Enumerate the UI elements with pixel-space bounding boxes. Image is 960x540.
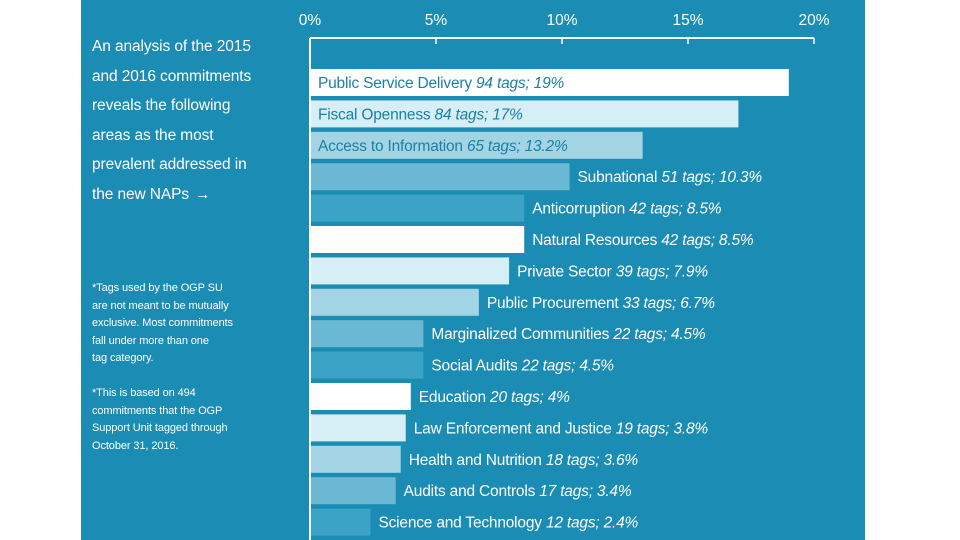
- category-label: Fiscal Openness: [318, 106, 435, 123]
- value-label: 22 tags; 4.5%: [612, 326, 706, 343]
- footnote-tags: *Tags used by the OGP SU are not meant t…: [92, 280, 292, 368]
- value-label: 12 tags; 2.4%: [546, 515, 639, 532]
- bar: [311, 288, 479, 316]
- value-label: 18 tags; 3.6%: [546, 452, 639, 469]
- bar-label: Audits and Controls 17 tags; 3.4%: [404, 483, 632, 500]
- bar: [311, 257, 510, 285]
- bar: [311, 414, 406, 442]
- footnote-line: tag category.: [92, 352, 154, 364]
- category-label: Subnational: [578, 169, 662, 186]
- value-label: 84 tags; 17%: [435, 106, 523, 123]
- bar: [311, 163, 570, 191]
- footnote-line: *Tags used by the OGP SU: [92, 282, 223, 294]
- value-label: 17 tags; 3.4%: [539, 483, 632, 500]
- bar-label: Fiscal Openness 84 tags; 17%: [318, 106, 523, 123]
- bar: [311, 351, 424, 379]
- x-tick-label: 5%: [425, 12, 448, 29]
- value-label: 33 tags; 6.7%: [623, 295, 716, 312]
- footnote-line: commitments that the OGP: [92, 404, 223, 417]
- category-label: Access to Information: [318, 138, 467, 155]
- bar: [311, 383, 411, 410]
- category-label: Public Service Delivery: [318, 75, 476, 92]
- category-label: Private Sector: [517, 263, 616, 280]
- category-label: Audits and Controls: [404, 483, 540, 500]
- category-label: Health and Nutrition: [409, 452, 546, 469]
- bar-label: Private Sector 39 tags; 7.9%: [517, 263, 708, 280]
- bar-label: Education 20 tags; 4%: [419, 389, 570, 406]
- arrow-right-icon: →: [195, 185, 211, 203]
- intro-line: and 2016 commitments: [92, 67, 252, 85]
- bar: [311, 445, 401, 473]
- value-label: 94 tags; 19%: [476, 75, 564, 92]
- bar-label: Access to Information 65 tags; 13.2%: [318, 138, 568, 155]
- value-label: 20 tags; 4%: [489, 389, 570, 406]
- bar-label: Marginalized Communities 22 tags; 4.5%: [431, 326, 706, 343]
- category-label: Law Enforcement and Justice: [414, 420, 616, 437]
- intro-line: the new NAPs: [92, 185, 190, 203]
- category-label: Public Procurement: [487, 295, 623, 312]
- category-label: Education: [419, 389, 490, 406]
- bar-label: Health and Nutrition 18 tags; 3.6%: [409, 452, 639, 469]
- footnote-basis: *This is based on 494 commitments that t…: [92, 385, 292, 455]
- bar-label: Public Service Delivery 94 tags; 19%: [318, 75, 565, 92]
- bar-label: Subnational 51 tags; 10.3%: [578, 169, 763, 186]
- x-tick-label: 15%: [672, 12, 703, 29]
- bar: [311, 477, 396, 505]
- intro-text: An analysis of the 2015 and 2016 commitm…: [92, 32, 292, 209]
- value-label: 42 tags; 8.5%: [661, 232, 754, 249]
- value-label: 22 tags; 4.5%: [521, 358, 615, 375]
- intro-line: prevalent addressed in: [92, 156, 247, 173]
- x-tick-label: 10%: [546, 12, 577, 29]
- bar-label: Natural Resources 42 tags; 8.5%: [532, 232, 754, 249]
- bar: [311, 320, 424, 348]
- category-label: Science and Technology: [378, 515, 545, 532]
- footnote-line: October 31, 2016.: [92, 439, 179, 452]
- bar-label: Science and Technology 12 tags; 2.4%: [378, 515, 638, 532]
- bar: [311, 226, 525, 253]
- intro-line: An analysis of the 2015: [92, 38, 251, 55]
- footnote-line: exclusive. Most commitments: [92, 317, 233, 329]
- intro-line: areas as the most: [92, 126, 214, 144]
- bar-label: Public Procurement 33 tags; 6.7%: [487, 295, 715, 312]
- category-label: Social Audits: [431, 358, 521, 375]
- intro-line: reveals the following: [92, 97, 231, 114]
- x-tick-label: 0%: [299, 12, 322, 29]
- bar: [311, 100, 739, 128]
- footnote-line: Support Unit tagged through: [92, 422, 228, 434]
- footnote-line: fall under more than one: [92, 334, 209, 347]
- footnote-line: are not meant to be mutually: [92, 299, 229, 312]
- category-label: Natural Resources: [532, 232, 661, 249]
- bar: [311, 508, 371, 536]
- bar: [311, 194, 525, 222]
- value-label: 39 tags; 7.9%: [616, 263, 709, 280]
- bar: [311, 131, 643, 159]
- intro-line-last: the new NAPs →: [92, 180, 292, 210]
- value-label: 65 tags; 13.2%: [467, 138, 568, 155]
- footnote-line: *This is based on 494: [92, 387, 196, 399]
- category-label: Anticorruption: [532, 201, 629, 218]
- bar: [311, 69, 789, 96]
- bar-label: Law Enforcement and Justice 19 tags; 3.8…: [414, 420, 709, 437]
- value-label: 19 tags; 3.8%: [616, 420, 709, 437]
- value-label: 51 tags; 10.3%: [661, 169, 762, 186]
- bar-label: Anticorruption 42 tags; 8.5%: [532, 201, 722, 218]
- bar-label: Social Audits 22 tags; 4.5%: [431, 358, 614, 375]
- category-label: Marginalized Communities: [431, 326, 613, 343]
- value-label: 42 tags; 8.5%: [629, 201, 722, 218]
- x-tick-label: 20%: [798, 12, 829, 29]
